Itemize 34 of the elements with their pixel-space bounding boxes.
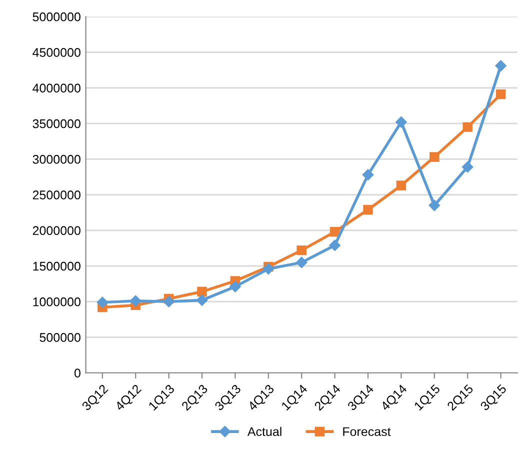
legend-label: Actual <box>247 426 282 436</box>
point <box>96 296 108 308</box>
point <box>130 295 142 307</box>
point <box>230 281 241 292</box>
point <box>496 89 506 100</box>
legend-label: Forecast <box>343 427 391 436</box>
point <box>196 294 208 306</box>
point <box>363 204 373 215</box>
y-tick-label: 3500000 <box>32 119 80 128</box>
point <box>462 122 472 132</box>
point <box>296 256 308 268</box>
point <box>330 226 340 237</box>
point <box>362 169 374 180</box>
y-tick-label: 1500000 <box>33 262 80 271</box>
y-tick-label: 500000 <box>40 333 80 342</box>
y-tick-label: 1000000 <box>33 297 80 306</box>
point <box>296 245 306 256</box>
point <box>329 240 340 251</box>
point <box>495 60 506 72</box>
y-tick-label: 2500000 <box>32 190 80 200</box>
point <box>462 161 474 173</box>
point <box>262 263 274 274</box>
point <box>396 116 407 128</box>
point <box>428 200 440 212</box>
y-tick-label: 3000000 <box>32 154 80 164</box>
y-tick-label: 4500000 <box>32 48 80 57</box>
point <box>197 286 207 297</box>
point <box>430 152 440 162</box>
y-tick-label: 4000000 <box>32 84 80 93</box>
point <box>163 296 174 308</box>
point <box>396 180 406 190</box>
y-tick-label: 2000000 <box>32 226 80 236</box>
y-tick-label: 0 <box>74 368 80 378</box>
y-tick-label: 5000000 <box>32 12 80 22</box>
